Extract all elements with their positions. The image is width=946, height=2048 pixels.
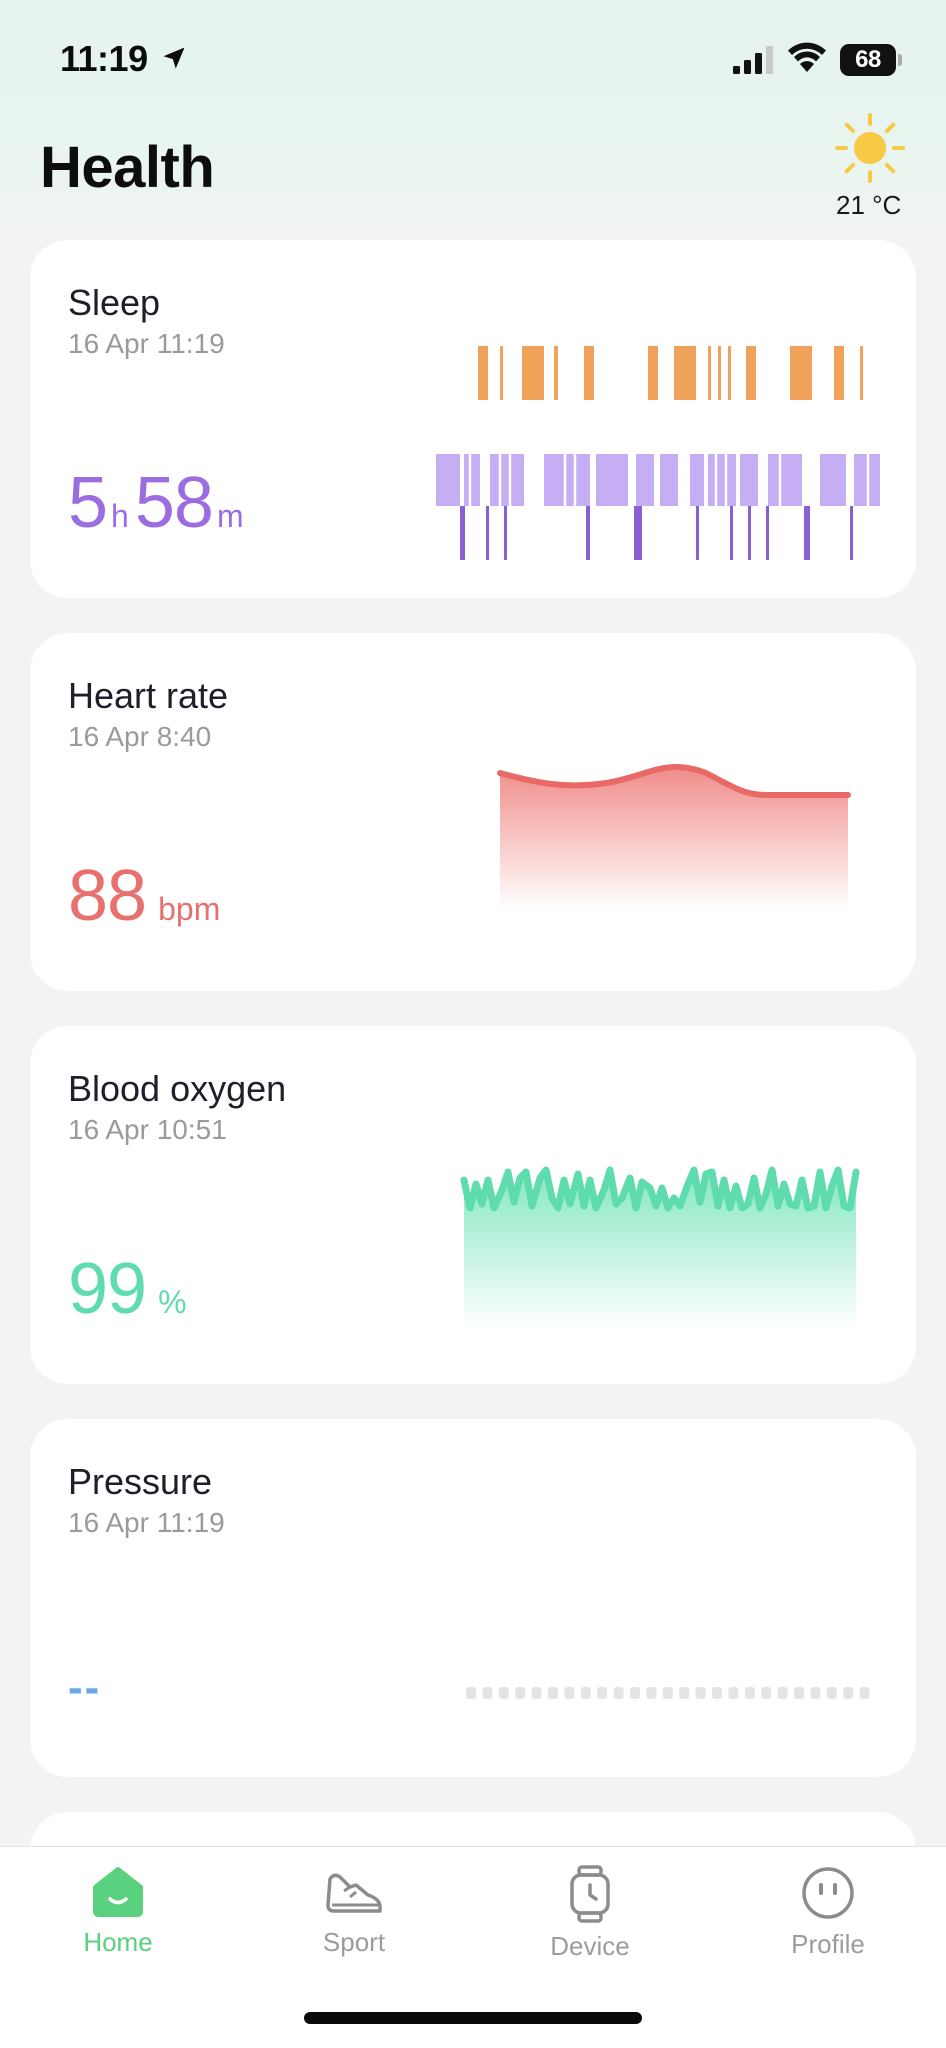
tab-home-label: Home [83,1927,153,1957]
sleep-light-bars [436,454,880,506]
sleep-minutes-unit: m [216,498,244,534]
sleep-card[interactable]: Sleep 16 Apr 11:19 5 h 58 m [30,240,916,598]
heart-rate-value: 88 [68,856,147,936]
sneaker-icon [326,1873,382,1913]
pressure-placeholder-dot [515,1687,526,1699]
pressure-placeholder-dot [859,1687,870,1699]
blood-oxygen-unit: % [158,1284,187,1320]
pressure-placeholder-dot [695,1687,706,1699]
heart-rate-card[interactable]: Heart rate 16 Apr 8:40 88 bpm [30,633,916,991]
sleep-deep-bars [460,506,853,560]
pressure-placeholder-dot [531,1687,542,1699]
pressure-placeholder-dot [580,1687,591,1699]
sleep-minutes: 58 [134,463,214,543]
heart-rate-unit: bpm [158,891,221,927]
pressure-placeholder-dot [597,1687,608,1699]
blood-oxygen-card[interactable]: Blood oxygen 16 Apr 10:51 99 % [30,1026,916,1384]
pressure-placeholder-dot [662,1687,673,1699]
pressure-date: 16 Apr 11:19 [68,1507,225,1538]
pressure-placeholder-dot [843,1687,854,1699]
sleep-date: 16 Apr 11:19 [68,328,225,359]
sleep-awake-bars [478,346,863,400]
pressure-card[interactable]: Pressure 16 Apr 11:19 -- [30,1419,916,1777]
sleep-duration: 5 h 58 m [68,462,250,544]
status-bar: 11:19 68 [0,0,946,120]
tab-sport[interactable]: Sport [274,1865,434,1985]
pressure-placeholder-dot [646,1687,657,1699]
pressure-value: -- [68,1663,102,1712]
battery-level: 68 [840,44,896,76]
home-indicator [304,2012,642,2024]
pressure-placeholder-dot [630,1687,640,1699]
pressure-placeholder-dot [761,1687,772,1699]
pressure-placeholder-dot [777,1687,788,1699]
pressure-placeholder-dot [548,1687,558,1699]
page-title: Health [40,135,215,200]
pressure-empty-chart [466,1687,870,1699]
location-arrow-icon [163,47,185,69]
sun-icon[interactable] [834,112,906,184]
pressure-placeholder-dot [712,1687,722,1699]
blood-oxygen-chart [460,1166,860,1328]
signal-icon [733,46,773,74]
battery-icon: 68 [840,44,902,76]
tab-device[interactable]: Device [510,1865,670,1985]
heart-rate-reading: 88 bpm [68,855,226,937]
sleep-light-dividers [468,454,870,506]
pressure-placeholder-dot [564,1687,575,1699]
status-time: 11:19 [60,38,148,79]
pressure-placeholder-dot [679,1687,690,1699]
sleep-hours: 5 [68,463,108,543]
home-icon [93,1867,143,1917]
sleep-hours-unit: h [111,498,129,534]
tab-profile[interactable]: Profile [748,1865,908,1985]
watch-icon [570,1865,610,1923]
pressure-placeholder-dot [744,1687,755,1699]
sleep-stage-chart [436,346,880,560]
pressure-placeholder-dot [794,1687,804,1699]
tab-device-label: Device [550,1931,630,1961]
blood-oxygen-value: 99 [68,1249,147,1329]
tab-home[interactable]: Home [38,1865,198,1985]
heart-rate-chart [497,763,851,909]
blood-oxygen-title: Blood oxygen [68,1068,287,1109]
blood-oxygen-reading: 99 % [68,1248,193,1330]
pressure-placeholder-dot [728,1687,739,1699]
wifi-icon [788,42,826,72]
tab-profile-label: Profile [791,1929,865,1959]
sleep-title: Sleep [68,282,161,323]
pressure-placeholder-dot [466,1687,476,1699]
weather-temperature: 21 °C [836,190,902,220]
tab-sport-label: Sport [322,1927,386,1957]
pressure-placeholder-dot [482,1687,493,1699]
pressure-reading: -- [68,1663,101,1713]
blood-oxygen-date: 16 Apr 10:51 [68,1114,227,1145]
face-icon [802,1867,854,1919]
pressure-title: Pressure [68,1461,213,1502]
heart-rate-date: 16 Apr 8:40 [68,721,212,752]
heart-rate-title: Heart rate [68,675,229,716]
pressure-placeholder-dot [826,1687,837,1699]
pressure-placeholder-dot [613,1687,624,1699]
pressure-placeholder-dot [810,1687,821,1699]
pressure-placeholder-dot [498,1687,509,1699]
header-background [0,0,946,240]
